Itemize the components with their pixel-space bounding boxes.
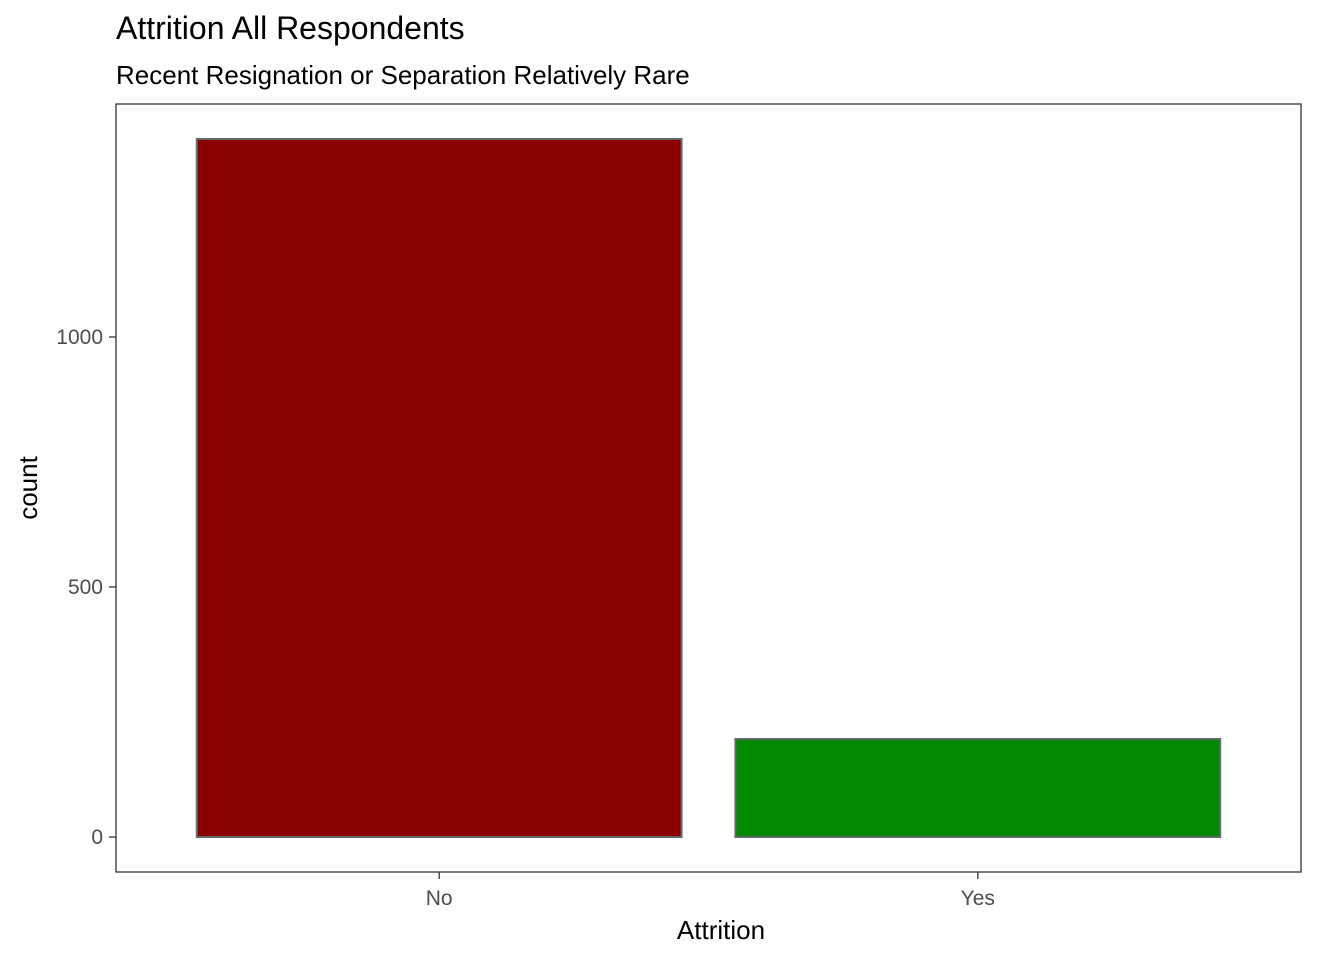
y-axis: 0 500 1000 bbox=[56, 326, 116, 849]
x-tick-label-yes: Yes bbox=[961, 887, 995, 910]
y-axis-title: count bbox=[13, 455, 43, 519]
x-axis-title: Attrition bbox=[677, 915, 765, 945]
chart-title: Attrition All Respondents bbox=[116, 10, 465, 46]
y-tick-label: 500 bbox=[68, 576, 103, 599]
bar-yes bbox=[734, 738, 1222, 838]
x-axis: No Yes bbox=[426, 872, 995, 910]
bar-no bbox=[195, 138, 683, 838]
chart-subtitle: Recent Resignation or Separation Relativ… bbox=[116, 60, 690, 90]
y-tick-label: 0 bbox=[91, 826, 103, 849]
x-tick-label-no: No bbox=[426, 887, 453, 910]
plot-panel-border bbox=[115, 103, 1302, 873]
y-tick-label: 1000 bbox=[56, 326, 103, 349]
bars-layer bbox=[195, 138, 1222, 838]
